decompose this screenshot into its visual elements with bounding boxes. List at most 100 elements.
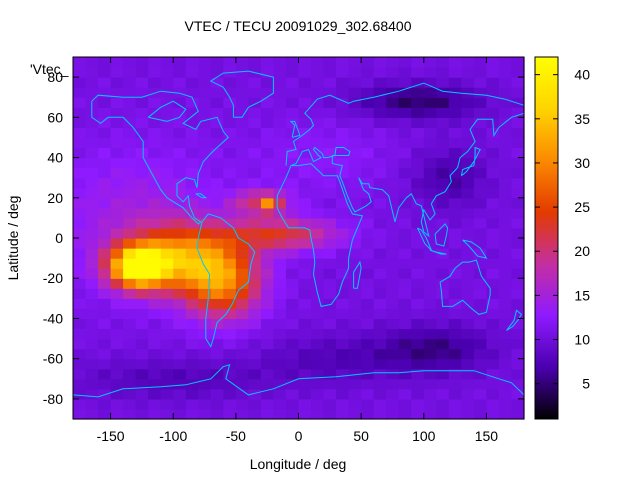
heatmap-cell bbox=[448, 167, 462, 179]
heatmap-cell bbox=[498, 127, 513, 139]
heatmap-cell bbox=[336, 388, 350, 400]
heatmap-cell bbox=[448, 177, 462, 189]
heatmap-cell bbox=[436, 258, 450, 269]
heatmap-cell bbox=[398, 177, 412, 189]
heatmap-cell bbox=[511, 117, 525, 128]
heatmap-cell bbox=[123, 107, 137, 118]
coastline bbox=[460, 146, 481, 177]
heatmap-cell bbox=[123, 388, 137, 400]
heatmap-cell bbox=[210, 308, 224, 320]
y-tick-label: -80 bbox=[43, 391, 63, 407]
heatmap-cell bbox=[160, 167, 174, 179]
heatmap-cell bbox=[361, 107, 375, 118]
heatmap-cell bbox=[498, 217, 513, 229]
heatmap-cell bbox=[110, 57, 124, 68]
heatmap-cell bbox=[398, 298, 412, 309]
heatmap-cell bbox=[436, 207, 450, 219]
heatmap-cell bbox=[85, 137, 99, 149]
heatmap-cell bbox=[511, 77, 525, 88]
heatmap-cell bbox=[223, 378, 237, 390]
heatmap-cell bbox=[198, 157, 212, 169]
heatmap-cell bbox=[285, 187, 300, 199]
heatmap-cell bbox=[285, 408, 300, 420]
heatmap-cell bbox=[210, 258, 224, 269]
heatmap-cell bbox=[85, 127, 99, 139]
heatmap-cell bbox=[148, 147, 162, 159]
heatmap-cell bbox=[148, 197, 162, 209]
heatmap-cell bbox=[185, 87, 199, 98]
heatmap-cell bbox=[260, 107, 275, 118]
heatmap-cell bbox=[448, 338, 462, 350]
heatmap-cell bbox=[223, 268, 237, 279]
heatmap-cell bbox=[361, 318, 375, 330]
heatmap-cell bbox=[123, 368, 137, 380]
heatmap-cell bbox=[248, 338, 262, 350]
heatmap-cell bbox=[73, 368, 87, 380]
heatmap-cell bbox=[311, 368, 325, 380]
heatmap-cell bbox=[498, 107, 513, 118]
heatmap-cell bbox=[85, 258, 99, 269]
heatmap-cell bbox=[423, 308, 437, 320]
heatmap-cell bbox=[423, 227, 437, 239]
heatmap-cell bbox=[123, 167, 137, 179]
heatmap-cell bbox=[323, 288, 337, 299]
heatmap-cell bbox=[461, 97, 475, 108]
heatmap-cell bbox=[73, 348, 87, 360]
heatmap-cell bbox=[423, 248, 437, 259]
heatmap-cell bbox=[135, 298, 149, 309]
heatmap-cell bbox=[110, 298, 124, 309]
heatmap-cell bbox=[511, 378, 525, 390]
heatmap-cell bbox=[98, 217, 112, 229]
heatmap-cell bbox=[273, 258, 287, 269]
heatmap-cell bbox=[135, 348, 149, 360]
heatmap-cell bbox=[135, 197, 149, 209]
heatmap-cell bbox=[98, 107, 112, 118]
heatmap-cell bbox=[511, 207, 525, 219]
heatmap-cell bbox=[473, 348, 488, 360]
heatmap-cell bbox=[210, 57, 224, 68]
heatmap-cell bbox=[436, 268, 450, 279]
heatmap-cell bbox=[461, 328, 475, 340]
heatmap-cell bbox=[73, 398, 87, 410]
heatmap-cell bbox=[198, 227, 212, 239]
x-axis-label: Longitude / deg bbox=[250, 456, 347, 472]
heatmap-cell bbox=[298, 378, 312, 390]
heatmap-cell bbox=[223, 217, 237, 229]
heatmap-cell bbox=[223, 137, 237, 149]
heatmap-cell bbox=[361, 57, 375, 68]
heatmap-cell bbox=[323, 117, 337, 128]
heatmap-cell bbox=[73, 197, 87, 209]
heatmap-cell bbox=[273, 87, 287, 98]
heatmap-cell bbox=[323, 77, 337, 88]
heatmap-cell bbox=[386, 77, 400, 88]
heatmap-cell bbox=[135, 238, 149, 249]
heatmap-cell bbox=[423, 117, 437, 128]
heatmap-cell bbox=[386, 248, 400, 259]
heatmap-cell bbox=[423, 288, 437, 299]
heatmap-cell bbox=[486, 97, 500, 108]
heatmap-cell bbox=[398, 338, 412, 350]
heatmap-cell bbox=[248, 57, 262, 68]
heatmap-cell bbox=[110, 268, 124, 279]
heatmap-cell bbox=[411, 398, 425, 410]
heatmap-cell bbox=[361, 258, 375, 269]
heatmap-cell bbox=[498, 408, 513, 420]
heatmap-cell bbox=[486, 268, 500, 279]
heatmap-cell bbox=[285, 157, 300, 169]
heatmap-cell bbox=[98, 177, 112, 189]
heatmap-cell bbox=[98, 278, 112, 289]
heatmap-cell bbox=[361, 248, 375, 259]
heatmap-cell bbox=[148, 157, 162, 169]
heatmap-cell bbox=[486, 157, 500, 169]
heatmap-cell bbox=[386, 298, 400, 309]
heatmap-cell bbox=[273, 328, 287, 340]
heatmap-cell bbox=[260, 348, 275, 360]
heatmap-cell bbox=[260, 137, 275, 149]
heatmap-cell bbox=[361, 288, 375, 299]
heatmap-cell bbox=[260, 187, 275, 199]
heatmap-cell bbox=[210, 157, 224, 169]
heatmap-cell bbox=[448, 107, 462, 118]
heatmap-cell bbox=[148, 378, 162, 390]
heatmap-cell bbox=[98, 137, 112, 149]
heatmap-cell bbox=[323, 278, 337, 289]
